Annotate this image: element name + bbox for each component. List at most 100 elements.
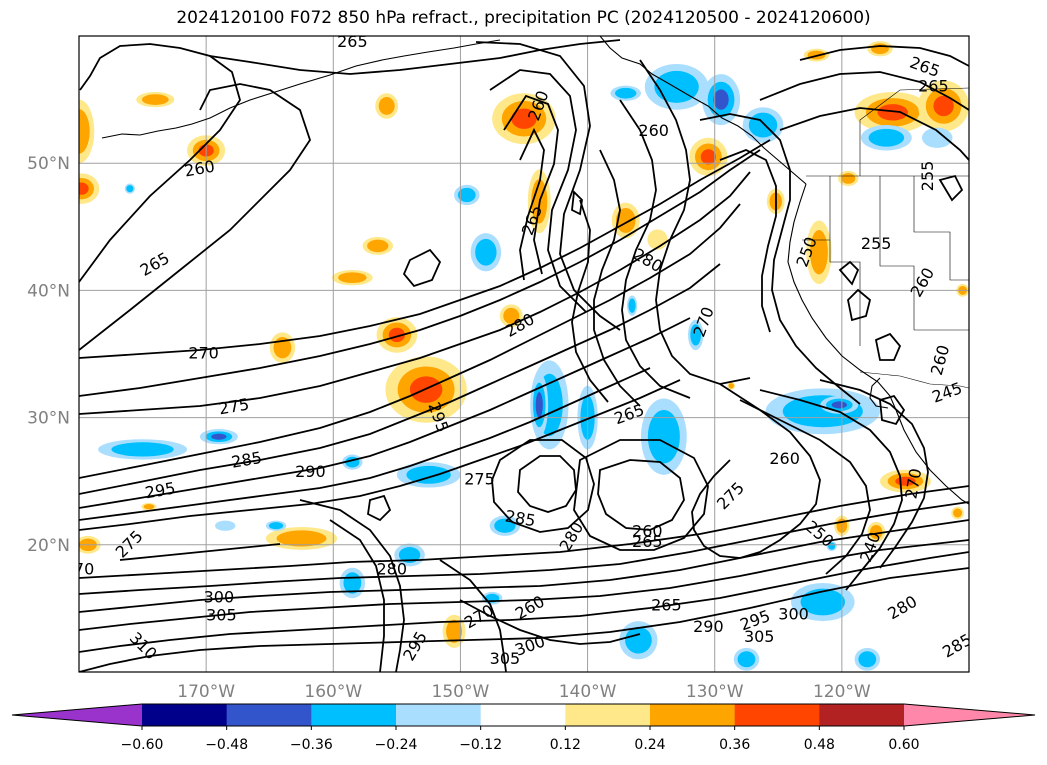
- precip-anomaly-shade: [625, 626, 652, 654]
- contour-line: [119, 543, 281, 561]
- contour-label: 300: [204, 588, 235, 607]
- precipitation-anomaly-patch: [689, 137, 728, 176]
- longitude-label: 130°W: [686, 682, 744, 702]
- precip-anomaly-shade: [877, 104, 908, 121]
- precipitation-anomaly-patch: [951, 506, 964, 520]
- precipitation-anomaly-patch: [640, 398, 687, 475]
- precipitation-anomaly-patch: [880, 469, 931, 493]
- precipitation-anomaly-patch: [610, 85, 641, 101]
- precipitation-anomaly-patch: [265, 526, 338, 550]
- precipitation-anomaly-patch: [854, 647, 880, 671]
- contour-line: [209, 39, 621, 75]
- contour-line: [779, 107, 969, 161]
- state-border-2: [879, 176, 915, 330]
- precipitation-anomaly-patch: [470, 233, 502, 272]
- colorbar-tick-label: −0.24: [375, 737, 418, 753]
- colorbar-swatch: [396, 704, 482, 726]
- precip-anomaly-shade: [276, 530, 327, 547]
- contour-line: [639, 59, 751, 385]
- contour-line: [879, 394, 906, 426]
- colorbar-swatch: [819, 704, 905, 726]
- contour-line: [819, 379, 929, 569]
- aleutian-islands: [101, 39, 501, 139]
- contour-line: [691, 383, 821, 559]
- precipitation-anomaly-patch: [332, 270, 373, 286]
- precip-anomaly-shade: [933, 95, 954, 117]
- contour-line: [79, 139, 771, 359]
- precipitation-anomaly-patch: [141, 502, 157, 511]
- contour-label: 260: [638, 121, 669, 140]
- precip-anomaly-shade: [475, 238, 497, 266]
- precip-anomaly-shade: [79, 109, 90, 154]
- contour-line: [79, 501, 969, 595]
- contour-line: [719, 149, 777, 333]
- precip-anomaly-shade: [446, 619, 463, 643]
- precip-anomaly-shade: [79, 182, 89, 195]
- precipitation-anomaly-patch: [98, 439, 188, 460]
- precipitation-anomaly-patch: [376, 317, 418, 353]
- precipitation-anomaly-patch: [489, 515, 521, 536]
- precipitation-anomaly-patch: [921, 127, 953, 148]
- precip-anomaly-shade: [841, 173, 856, 184]
- precipitation-anomaly-patch: [79, 99, 95, 164]
- contour-label: 300: [778, 604, 809, 623]
- precip-anomaly-shade: [921, 127, 953, 148]
- contour-line: [491, 439, 595, 533]
- precipitation-anomaly-patch: [339, 567, 366, 599]
- contour-line: [571, 190, 583, 216]
- precipitation-anomaly-patch: [727, 381, 736, 390]
- contour-label: 280: [376, 560, 407, 579]
- precipitation-anomaly-layer: [79, 41, 969, 671]
- precip-anomaly-shade: [126, 185, 134, 193]
- contour-line: [699, 113, 861, 405]
- precip-anomaly-shade: [398, 546, 421, 563]
- contour-label: 265: [632, 532, 663, 551]
- precipitation-anomaly-patch: [611, 202, 640, 239]
- contour-label: 290: [295, 462, 326, 481]
- contour-line: [79, 379, 681, 531]
- colorbar-tick-label: 0.60: [888, 737, 919, 753]
- precipitation-anomaly-patch: [733, 647, 760, 671]
- precipitation-anomaly-patch: [265, 520, 287, 531]
- precipitation-anomaly-patch: [867, 41, 893, 57]
- state-border-3: [913, 176, 969, 281]
- contour-line: [79, 263, 721, 495]
- precipitation-anomaly-patch: [375, 93, 399, 119]
- precip-anomaly-shade: [869, 524, 883, 540]
- colorbar: [11, 703, 1036, 727]
- precip-anomaly-shade: [654, 70, 699, 103]
- precipitation-anomaly-patch: [838, 170, 859, 187]
- colorbar-tick-label: 0.24: [634, 737, 665, 753]
- contour-line: [489, 69, 587, 313]
- contour-line: [619, 99, 691, 399]
- contour-line: [573, 439, 709, 551]
- precipitation-anomaly-patch: [442, 614, 466, 648]
- precipitation-anomaly-patch: [124, 183, 135, 194]
- precip-anomaly-shade: [378, 97, 395, 115]
- precipitation-anomaly-patch: [867, 521, 886, 543]
- colorbar-swatch: [226, 704, 312, 726]
- precip-anomaly-shade: [406, 465, 451, 484]
- map-area: 2652652652602602602652652552552502802702…: [79, 36, 969, 672]
- precip-anomaly-shade: [211, 433, 227, 440]
- colorbar-tick-label: 0.12: [550, 737, 581, 753]
- colorbar-swatch: [734, 704, 820, 726]
- precip-anomaly-shade: [828, 542, 836, 550]
- contour-line: [517, 455, 577, 513]
- precip-anomaly-shade: [367, 239, 389, 253]
- contour-line: [938, 174, 964, 202]
- contour-label: 305: [206, 606, 237, 625]
- precip-anomaly-shade: [690, 324, 701, 346]
- latitude-label: 30°N: [27, 409, 70, 429]
- map-title: 2024120100 F072 850 hPa refract., precip…: [176, 8, 871, 28]
- precip-anomaly-shade: [141, 94, 169, 105]
- precip-anomaly-shade: [494, 518, 516, 533]
- colorbar-upper-extension: [904, 704, 1035, 726]
- contour-line: [79, 539, 969, 631]
- contour-line: [838, 260, 860, 286]
- contour-line: [79, 519, 969, 613]
- precip-anomaly-shade: [953, 508, 963, 518]
- precipitation-anomaly-patch: [79, 173, 100, 204]
- precip-anomaly-shade: [831, 401, 847, 409]
- precip-anomaly-shade: [800, 588, 846, 616]
